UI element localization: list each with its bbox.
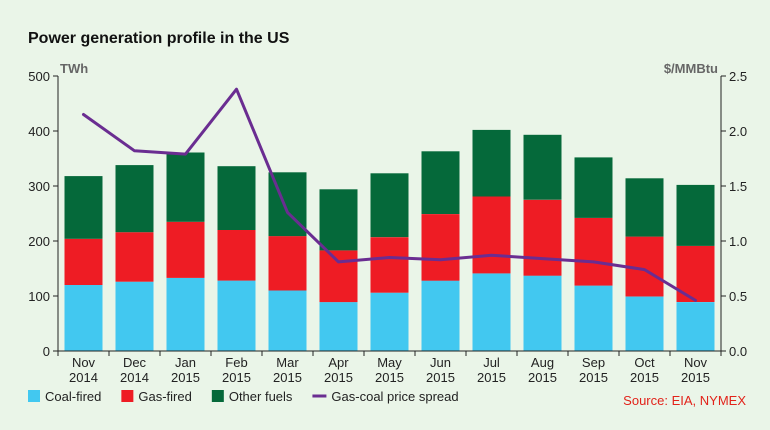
x-tick-label-year: 2015 xyxy=(222,370,251,385)
x-tick-label-year: 2015 xyxy=(579,370,608,385)
legend-label-coal-fired: Coal-fired xyxy=(45,389,101,404)
left-tick-label: 0 xyxy=(43,344,50,359)
chart-title: Power generation profile in the US xyxy=(28,30,290,47)
right-tick-label: 0.0 xyxy=(729,344,747,359)
x-tick-label-year: 2015 xyxy=(528,370,557,385)
x-tick-label-month: Aug xyxy=(531,355,554,370)
x-tick-label-year: 2015 xyxy=(171,370,200,385)
right-tick-label: 2.0 xyxy=(729,124,747,139)
left-tick-label: 200 xyxy=(28,234,50,249)
bar-other-fuels-12 xyxy=(676,184,715,246)
x-tick-label-month: Jul xyxy=(483,355,500,370)
bar-other-fuels-3 xyxy=(217,166,256,230)
bar-other-fuels-1 xyxy=(115,165,154,233)
left-axis-unit: TWh xyxy=(60,61,88,76)
left-tick-label: 100 xyxy=(28,289,50,304)
legend-label-gas-fired: Gas-fired xyxy=(138,389,191,404)
bar-coal-fired-6 xyxy=(370,292,409,351)
bar-other-fuels-10 xyxy=(574,157,613,218)
x-tick-label-month: Sep xyxy=(582,355,605,370)
legend-swatch-gas-fired xyxy=(121,390,134,402)
bar-gas-fired-2 xyxy=(166,221,205,278)
bar-gas-fired-3 xyxy=(217,230,256,281)
x-tick-label-month: Jan xyxy=(175,355,196,370)
x-tick-label-month: May xyxy=(377,355,402,370)
x-tick-label-year: 2015 xyxy=(477,370,506,385)
bar-other-fuels-0 xyxy=(64,176,103,239)
bar-other-fuels-5 xyxy=(319,189,358,251)
bar-gas-fired-0 xyxy=(64,238,103,285)
legend-swatch-coal-fired xyxy=(28,390,40,402)
x-tick-label-year: 2014 xyxy=(120,370,149,385)
bar-coal-fired-11 xyxy=(625,296,664,351)
bar-coal-fired-10 xyxy=(574,285,613,351)
x-tick-label-month: Apr xyxy=(328,355,349,370)
x-tick-label-month: Feb xyxy=(225,355,247,370)
bar-gas-fired-7 xyxy=(421,214,460,281)
bar-other-fuels-9 xyxy=(523,134,562,200)
bar-other-fuels-6 xyxy=(370,173,409,238)
bar-other-fuels-2 xyxy=(166,152,205,222)
bar-other-fuels-8 xyxy=(472,129,511,197)
right-tick-label: 1.5 xyxy=(729,179,747,194)
source-note: Source: EIA, NYMEX xyxy=(623,393,746,408)
x-tick-label-year: 2015 xyxy=(630,370,659,385)
x-tick-label-month: Dec xyxy=(123,355,147,370)
left-tick-label: 400 xyxy=(28,124,50,139)
legend-swatch-other-fuels xyxy=(211,390,224,402)
bar-other-fuels-7 xyxy=(421,151,460,214)
bar-gas-fired-5 xyxy=(319,250,358,303)
x-tick-label-month: Mar xyxy=(276,355,299,370)
x-tick-label-year: 2015 xyxy=(273,370,302,385)
left-tick-label: 500 xyxy=(28,69,50,84)
x-tick-label-month: Jun xyxy=(430,355,451,370)
plot-area: 01002003004005000.00.51.01.52.02.5Nov201… xyxy=(28,69,747,385)
left-tick-label: 300 xyxy=(28,179,50,194)
bar-coal-fired-8 xyxy=(472,273,511,351)
right-tick-label: 1.0 xyxy=(729,234,747,249)
bar-coal-fired-5 xyxy=(319,302,358,351)
right-tick-label: 2.5 xyxy=(729,69,747,84)
bar-gas-fired-4 xyxy=(268,236,307,291)
right-tick-label: 0.5 xyxy=(729,289,747,304)
legend-label-other-fuels: Other fuels xyxy=(229,389,293,404)
bar-gas-fired-8 xyxy=(472,196,511,274)
bar-coal-fired-9 xyxy=(523,275,562,351)
right-axis-unit: $/MMBtu xyxy=(664,61,718,76)
bar-gas-fired-1 xyxy=(115,232,154,282)
x-tick-label-year: 2015 xyxy=(681,370,710,385)
bar-other-fuels-11 xyxy=(625,178,664,237)
x-tick-label-month: Nov xyxy=(684,355,708,370)
x-tick-label-month: Oct xyxy=(634,355,655,370)
x-tick-label-year: 2015 xyxy=(375,370,404,385)
legend-label-gas-coal-price-spread: Gas-coal price spread xyxy=(331,389,458,404)
x-tick-label-year: 2015 xyxy=(324,370,353,385)
bar-coal-fired-1 xyxy=(115,281,154,351)
x-tick-label-year: 2014 xyxy=(69,370,98,385)
x-tick-label-month: Nov xyxy=(72,355,96,370)
legend: Coal-fired Gas-fired Other fuels Gas-coal p… xyxy=(28,389,459,404)
bar-gas-fired-10 xyxy=(574,217,613,286)
bar-coal-fired-2 xyxy=(166,277,205,351)
bar-coal-fired-12 xyxy=(676,302,715,351)
x-tick-label-year: 2015 xyxy=(426,370,455,385)
bar-gas-fired-9 xyxy=(523,199,562,276)
bar-coal-fired-4 xyxy=(268,290,307,351)
bar-coal-fired-0 xyxy=(64,285,103,351)
bar-gas-fired-6 xyxy=(370,237,409,293)
bar-coal-fired-7 xyxy=(421,280,460,351)
bar-coal-fired-3 xyxy=(217,280,256,351)
